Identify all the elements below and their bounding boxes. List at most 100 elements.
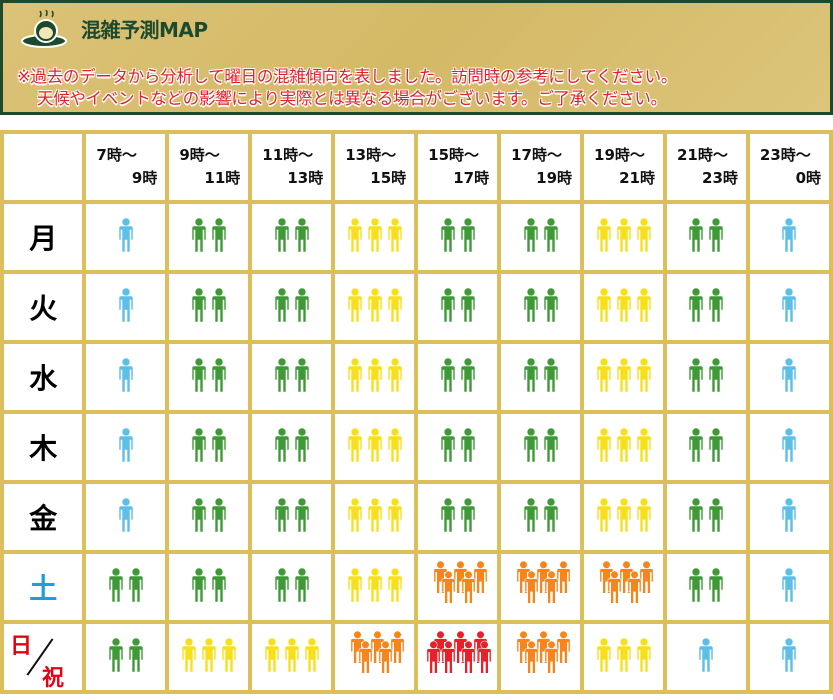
person-figure (689, 287, 704, 323)
person-figure (387, 497, 403, 533)
person-figure (221, 637, 237, 673)
person-figure (118, 287, 134, 323)
person-figure (524, 640, 539, 674)
person-figure (543, 217, 558, 253)
person-figure (440, 497, 455, 533)
day-row: 金 (0, 480, 833, 554)
congestion-cell (662, 550, 750, 624)
two-people-icon (440, 357, 475, 393)
person-figure (523, 357, 538, 393)
person-figure (636, 287, 651, 323)
congestion-cell (82, 550, 170, 624)
person-figure (440, 287, 455, 323)
three-people-icon (347, 217, 403, 253)
crowd-icon (433, 560, 488, 604)
person-figure (709, 357, 724, 393)
congestion-cell (580, 480, 667, 554)
day-label: 金 (0, 480, 87, 554)
person-figure (118, 497, 134, 533)
person-figure (294, 497, 310, 533)
person-figure (461, 640, 476, 674)
crowd-icon (599, 560, 653, 604)
two-people-icon (440, 497, 475, 533)
day-row: 木 (0, 410, 833, 484)
person-figure (523, 497, 538, 533)
person-figure (782, 567, 797, 603)
person-figure (536, 630, 551, 664)
congestion-cell (165, 200, 253, 274)
person-figure (689, 427, 704, 463)
person-figure (636, 217, 651, 253)
one-person-icon (699, 637, 714, 673)
two-people-icon (274, 217, 310, 253)
one-person-icon (782, 497, 797, 533)
congestion-cell (580, 270, 667, 344)
person-figure (782, 497, 797, 533)
person-figure (636, 357, 651, 393)
person-figure (616, 637, 631, 673)
person-figure (627, 570, 641, 604)
congestion-cell (497, 480, 585, 554)
time-end: 9時 (131, 169, 158, 187)
person-figure (367, 357, 383, 393)
person-figure (367, 427, 383, 463)
congestion-cell (82, 200, 170, 274)
congestion-cell (414, 340, 502, 414)
person-figure (108, 567, 124, 603)
person-figure (358, 640, 373, 674)
two-people-icon (191, 357, 227, 393)
one-person-icon (118, 357, 134, 393)
time-end: 19時 (536, 169, 573, 187)
person-figure (460, 357, 475, 393)
person-figure (191, 427, 207, 463)
person-figure (524, 570, 539, 604)
time-end: 23時 (702, 169, 738, 187)
one-person-icon (782, 427, 797, 463)
person-figure (294, 287, 310, 323)
person-figure (616, 287, 631, 323)
time-start: 11時～ (262, 146, 314, 164)
person-figure (689, 217, 704, 253)
congestion-cell (331, 270, 419, 344)
person-figure (367, 217, 383, 253)
time-start: 17時～ (511, 146, 562, 164)
person-figure (544, 640, 559, 674)
two-people-icon (440, 427, 475, 463)
two-people-icon (523, 427, 558, 463)
day-row: 水 (0, 340, 833, 414)
congestion-cell (745, 340, 833, 414)
person-figure (473, 560, 488, 594)
person-figure (543, 357, 558, 393)
person-figure (460, 427, 475, 463)
person-figure (782, 427, 797, 463)
crowd-icon (516, 560, 571, 604)
congestion-cell (165, 550, 253, 624)
congestion-cell (82, 410, 170, 484)
two-people-icon (523, 357, 558, 393)
congestion-cell (248, 480, 336, 554)
congestion-cell (414, 200, 502, 274)
three-people-icon (347, 497, 403, 533)
congestion-cell (580, 550, 667, 624)
person-figure (460, 287, 475, 323)
day-row: 火 (0, 270, 833, 344)
onsen-mascot-icon (21, 9, 67, 48)
one-person-icon (782, 637, 797, 673)
one-person-icon (118, 427, 134, 463)
one-person-icon (118, 217, 134, 253)
crowd-icon (516, 630, 571, 674)
person-figure (294, 567, 310, 603)
page-title: 混雑予測MAP (81, 18, 208, 42)
person-figure (616, 217, 631, 253)
congestion-cell (580, 410, 667, 484)
person-figure (387, 427, 403, 463)
congestion-cell (248, 550, 336, 624)
congestion-cell (745, 620, 833, 694)
congestion-cell (497, 620, 585, 694)
person-figure (440, 357, 455, 393)
person-figure (118, 217, 134, 253)
congestion-cell (165, 340, 253, 414)
two-people-icon (689, 287, 724, 323)
person-figure (543, 427, 558, 463)
congestion-cell (662, 620, 750, 694)
